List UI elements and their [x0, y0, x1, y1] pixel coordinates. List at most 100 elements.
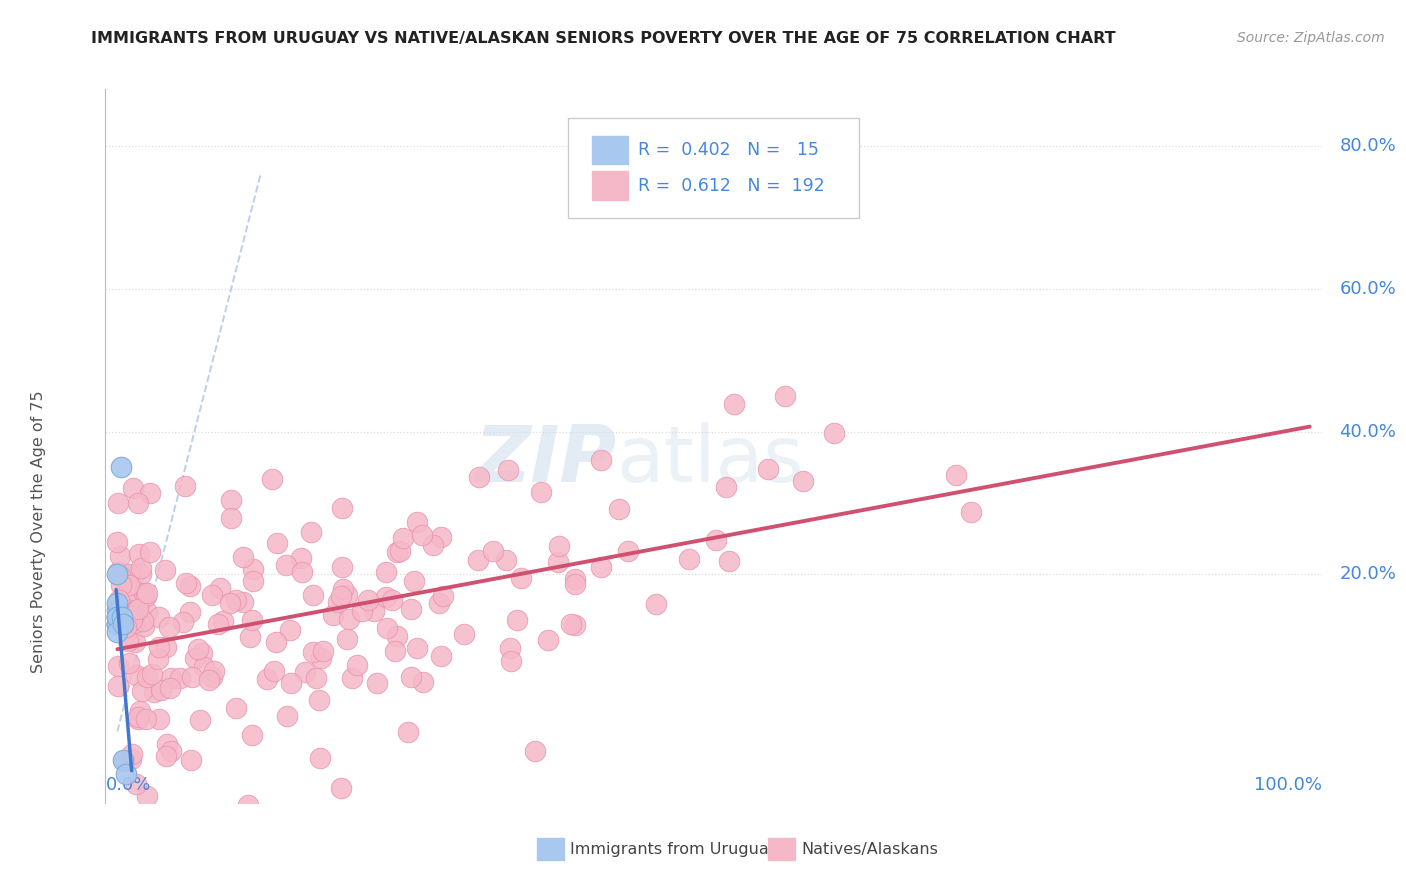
Point — [125, 667, 148, 681]
Point — [184, 650, 207, 665]
Point — [309, 651, 332, 665]
Point — [201, 670, 224, 684]
Point — [308, 693, 330, 707]
Point — [136, 670, 159, 684]
Point — [326, 595, 349, 609]
Point — [112, 754, 135, 768]
Point — [422, 538, 444, 552]
Point — [537, 633, 560, 648]
Point — [332, 582, 354, 597]
Point — [179, 579, 201, 593]
Point — [225, 592, 247, 607]
Point — [405, 515, 427, 529]
Point — [399, 670, 422, 684]
Point — [129, 561, 152, 575]
Point — [131, 567, 153, 582]
Point — [105, 603, 128, 617]
Point — [432, 589, 454, 603]
Point — [135, 713, 157, 727]
Point — [723, 397, 745, 411]
Point — [263, 664, 285, 678]
Point — [617, 544, 640, 558]
Point — [107, 535, 129, 549]
Point — [823, 426, 845, 441]
Point — [148, 610, 170, 624]
Point — [564, 577, 586, 591]
Point — [238, 797, 260, 812]
Text: 0.0%: 0.0% — [105, 776, 150, 794]
Point — [375, 590, 398, 604]
Point — [260, 472, 283, 486]
Point — [122, 609, 145, 624]
Point — [108, 549, 131, 563]
Point — [704, 533, 727, 547]
Point — [141, 666, 163, 681]
Point — [132, 619, 155, 633]
Point — [107, 496, 129, 510]
Point — [136, 789, 159, 803]
Point — [110, 578, 132, 592]
Point — [209, 581, 232, 595]
Point — [159, 681, 181, 696]
Point — [105, 617, 128, 632]
Point — [187, 642, 209, 657]
Point — [607, 502, 630, 516]
Point — [340, 671, 363, 685]
Point — [117, 633, 139, 648]
Text: 80.0%: 80.0% — [1340, 137, 1396, 155]
Point — [159, 620, 181, 634]
Point — [330, 559, 353, 574]
Point — [201, 588, 224, 602]
Point — [547, 539, 569, 553]
Point — [115, 583, 138, 598]
Point — [468, 469, 491, 483]
Point — [124, 602, 146, 616]
Point — [127, 710, 149, 724]
Point — [169, 671, 191, 685]
Point — [112, 753, 135, 767]
Point — [139, 486, 162, 500]
Point — [564, 572, 586, 586]
Point — [172, 615, 194, 629]
Point — [524, 744, 547, 758]
Point — [124, 777, 146, 791]
Point — [396, 725, 419, 739]
Point — [381, 592, 404, 607]
Point — [430, 648, 453, 663]
Point — [330, 589, 353, 603]
Point — [105, 617, 128, 632]
Point — [959, 505, 981, 519]
Point — [290, 550, 312, 565]
Point — [337, 612, 360, 626]
Point — [131, 614, 153, 628]
Point — [118, 608, 141, 623]
Point — [792, 474, 814, 488]
Point — [112, 617, 135, 632]
Point — [387, 629, 409, 643]
Point — [118, 656, 141, 670]
Point — [322, 607, 344, 622]
Point — [242, 562, 264, 576]
Point — [232, 595, 254, 609]
Point — [132, 586, 155, 600]
Point — [240, 729, 263, 743]
Point — [225, 701, 247, 715]
Point — [156, 737, 179, 751]
Point — [499, 641, 522, 656]
Point — [242, 574, 264, 588]
Point — [128, 547, 150, 561]
Text: Immigrants from Uruguay: Immigrants from Uruguay — [569, 842, 779, 856]
Text: 20.0%: 20.0% — [1340, 566, 1396, 583]
Point — [718, 554, 741, 568]
Point — [135, 589, 157, 603]
Point — [127, 496, 149, 510]
Point — [547, 555, 569, 569]
Point — [385, 545, 408, 559]
Point — [122, 566, 145, 581]
Point — [294, 665, 316, 680]
Point — [124, 602, 146, 616]
Point — [219, 492, 242, 507]
Point — [148, 640, 170, 655]
Point — [678, 551, 700, 566]
Point — [509, 571, 531, 585]
